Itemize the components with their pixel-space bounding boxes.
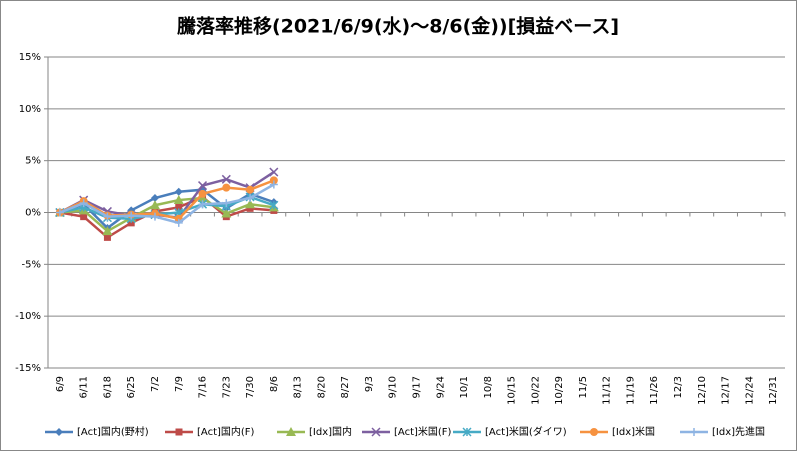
legend-label: [Act]米国(F)	[394, 425, 452, 438]
marker	[245, 199, 256, 209]
y-tick-label: 15%	[19, 52, 41, 63]
x-tick-label: 10/8	[483, 376, 494, 398]
marker	[80, 213, 88, 221]
marker	[173, 195, 184, 205]
marker	[149, 200, 160, 210]
marker	[102, 226, 113, 236]
y-tick-label: -10%	[15, 311, 41, 322]
marker	[79, 199, 88, 208]
x-tick-label: 11/26	[649, 376, 660, 405]
x-tick-label: 7/30	[245, 376, 256, 398]
chart-title: 騰落率推移(2021/6/9(水)～8/6(金))[損益ベース]	[176, 15, 619, 38]
legend-item: [Idx]国内	[277, 425, 352, 438]
marker	[269, 180, 278, 189]
marker	[127, 219, 135, 227]
y-tick-label: -15%	[15, 363, 41, 374]
y-tick-label: 0%	[25, 208, 41, 219]
x-tick-label: 10/15	[507, 376, 518, 405]
x-tick-label: 10/29	[554, 376, 565, 405]
marker	[269, 200, 279, 210]
x-tick-label: 12/3	[673, 376, 684, 398]
marker	[55, 428, 63, 436]
x-tick-label: 6/11	[79, 376, 90, 398]
series-line	[59, 196, 275, 233]
legend-label: [Idx]国内	[309, 425, 352, 438]
x-tick-label: 11/5	[578, 376, 589, 398]
legend-label: [Act]国内(F)	[197, 425, 255, 438]
marker	[150, 193, 159, 202]
marker	[269, 167, 279, 177]
marker	[246, 193, 255, 202]
marker	[103, 233, 111, 241]
x-tick-label: 7/16	[198, 376, 209, 398]
x-tick-label: 9/24	[435, 376, 446, 398]
x-tick-label: 8/20	[316, 376, 327, 398]
marker	[103, 212, 112, 221]
x-tick-label: 12/17	[721, 376, 732, 405]
marker	[371, 427, 381, 437]
x-tick-label: 7/23	[221, 376, 232, 398]
legend-item: [Act]米国(F)	[362, 425, 452, 438]
x-tick-label: 10/1	[459, 376, 470, 398]
x-tick-label: 9/3	[364, 376, 375, 392]
x-tick-label: 11/19	[625, 376, 636, 405]
x-tick-label: 7/9	[174, 376, 185, 392]
marker	[286, 427, 296, 436]
x-tick-label: 8/6	[269, 376, 280, 392]
x-tick-label: 6/9	[55, 376, 66, 392]
x-tick-label: 7/2	[150, 376, 161, 392]
marker	[174, 187, 183, 196]
legend-item: [Idx]先進国	[680, 426, 765, 438]
marker	[221, 208, 232, 218]
series-line	[59, 195, 274, 239]
marker	[127, 211, 136, 220]
legend-item: [Act]国内(野村)	[45, 425, 149, 438]
x-tick-label: 11/12	[602, 376, 613, 405]
legend-label: [Act]国内(野村)	[77, 425, 149, 438]
legend-item: [Act]国内(F)	[165, 425, 255, 438]
x-tick-label: 9/17	[412, 376, 423, 398]
marker	[590, 428, 598, 436]
series-line	[59, 179, 275, 221]
marker	[690, 428, 698, 436]
x-tick-label: 6/25	[126, 376, 137, 398]
legend-label: [Act]米国(ダイワ)	[485, 425, 567, 438]
marker	[174, 218, 183, 227]
marker	[269, 176, 278, 185]
legend-label: [Idx]米国	[612, 425, 655, 438]
marker	[222, 183, 231, 192]
x-tick-label: 8/13	[293, 376, 304, 398]
x-tick-label: 8/27	[340, 376, 351, 398]
marker	[198, 189, 207, 198]
marker	[55, 208, 64, 217]
marker	[198, 200, 207, 209]
x-tick-label: 12/24	[744, 376, 755, 405]
y-tick-label: -5%	[22, 259, 41, 270]
x-tick-label: 12/31	[768, 376, 779, 405]
y-tick-label: 10%	[19, 104, 41, 115]
marker	[221, 174, 231, 184]
legend-label: [Idx]先進国	[712, 426, 765, 438]
marker	[246, 204, 254, 212]
marker	[175, 428, 183, 436]
marker	[175, 203, 183, 211]
x-tick-label: 12/10	[697, 376, 708, 405]
marker	[222, 199, 231, 208]
y-tick-label: 5%	[25, 156, 41, 167]
legend-item: [Idx]米国	[580, 425, 655, 438]
x-tick-label: 9/10	[388, 376, 399, 398]
x-tick-label: 10/22	[530, 376, 541, 405]
marker	[150, 212, 159, 221]
x-tick-label: 6/18	[102, 376, 113, 398]
legend-item: [Act]米国(ダイワ)	[453, 425, 567, 438]
marker	[246, 185, 255, 194]
series-line	[59, 183, 275, 225]
marker	[462, 427, 472, 437]
marker	[198, 181, 208, 191]
